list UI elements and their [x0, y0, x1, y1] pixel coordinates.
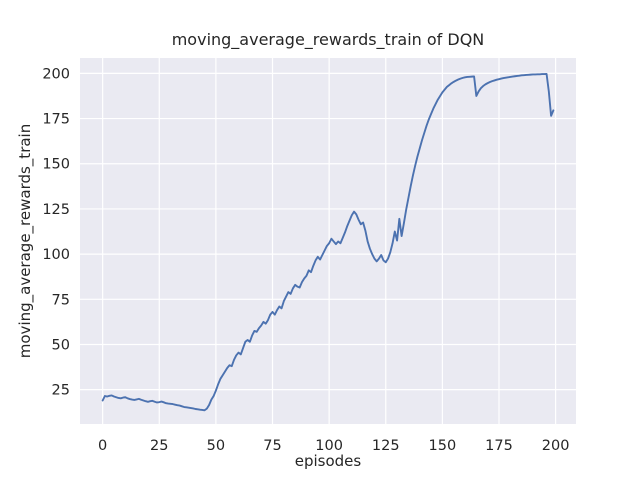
x-tick-label: 75: [263, 438, 281, 454]
y-tick-label: 150: [42, 157, 70, 173]
x-tick-label: 25: [150, 438, 168, 454]
y-tick-label: 175: [42, 112, 70, 128]
x-tick-label: 200: [542, 438, 570, 454]
gridlines: [80, 58, 576, 424]
chart-title: moving_average_rewards_train of DQN: [171, 30, 485, 49]
x-tick-label: 50: [207, 438, 225, 454]
y-tick-label: 25: [52, 383, 70, 399]
y-tick-labels: 25 50 75 100 125 150 175 200: [42, 66, 70, 398]
x-tick-label: 125: [372, 438, 400, 454]
axes-background: [80, 58, 576, 424]
reward-line: [101, 72, 555, 412]
y-tick-label: 75: [52, 292, 70, 308]
y-axis-label: moving_average_rewards_train: [16, 123, 34, 359]
x-tick-label: 0: [98, 438, 107, 454]
x-tick-labels: 0 25 50 75 100 125 150 175 200: [98, 438, 569, 454]
x-axis-label: episodes: [294, 452, 362, 470]
x-tick-label: 175: [485, 438, 513, 454]
x-tick-label: 100: [315, 438, 343, 454]
x-tick-label: 150: [429, 438, 457, 454]
y-tick-label: 100: [42, 247, 70, 263]
y-tick-label: 200: [42, 66, 70, 82]
y-tick-label: 125: [42, 202, 70, 218]
y-tick-label: 50: [52, 337, 70, 353]
